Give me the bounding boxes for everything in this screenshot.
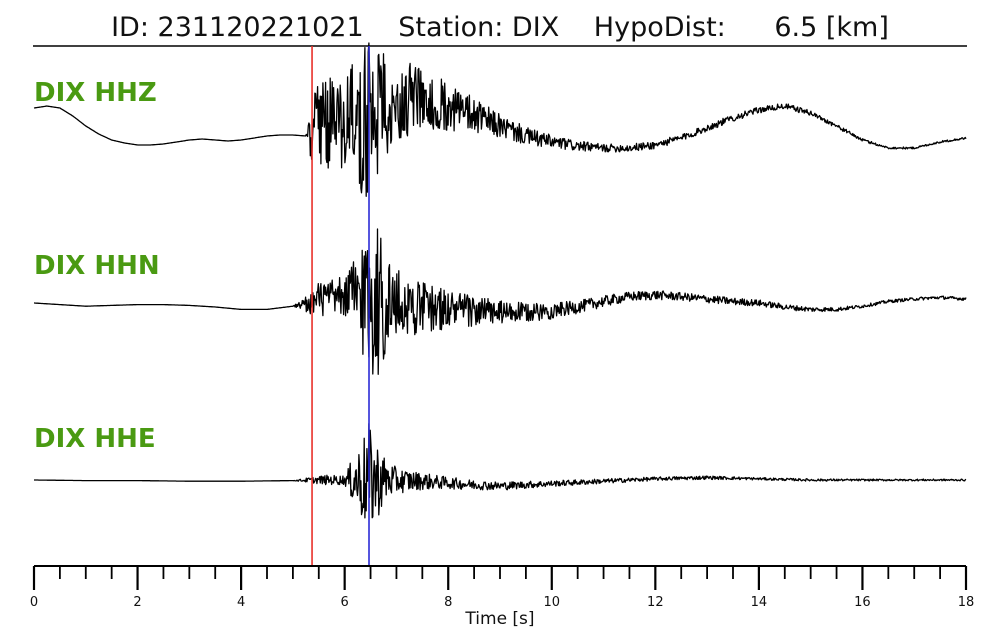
pick-lines-group	[311, 46, 370, 566]
x-tick-label: 14	[751, 595, 768, 610]
x-tick-label: 6	[341, 595, 349, 610]
x-tick-label: 2	[133, 595, 141, 610]
waveform-dix-hhz	[33, 42, 967, 197]
time-axis: 0 2 4 6 8 10 12 14 16 18	[30, 565, 975, 610]
x-tick-label: 18	[958, 595, 975, 610]
station-text: Station: DIX	[398, 12, 559, 43]
waveform-dix-hhe	[34, 423, 967, 519]
event-id-text: ID: 231120221021	[111, 12, 364, 43]
waveform-dix-hhn	[34, 228, 967, 375]
traces-group: DIX HHZ DIX HHN DIX HHE	[33, 42, 967, 519]
x-axis-label: Time [s]	[464, 609, 534, 629]
x-tick-label: 0	[30, 595, 38, 610]
hypodist-label: HypoDist:	[594, 12, 726, 43]
trace-label-dix-hhz: DIX HHZ	[34, 78, 157, 108]
x-tick-label: 16	[854, 595, 871, 610]
x-tick-label: 10	[544, 595, 561, 610]
chart-title: ID: 231120221021 Station: DIX HypoDist: …	[111, 12, 889, 43]
trace-label-dix-hhn: DIX HHN	[34, 251, 160, 281]
hypodist-value: 6.5 [km]	[774, 12, 889, 43]
trace-label-dix-hhe: DIX HHE	[34, 424, 156, 454]
x-tick-label: 4	[237, 595, 245, 610]
x-tick-label: 8	[444, 595, 452, 610]
x-tick-label: 12	[647, 595, 664, 610]
